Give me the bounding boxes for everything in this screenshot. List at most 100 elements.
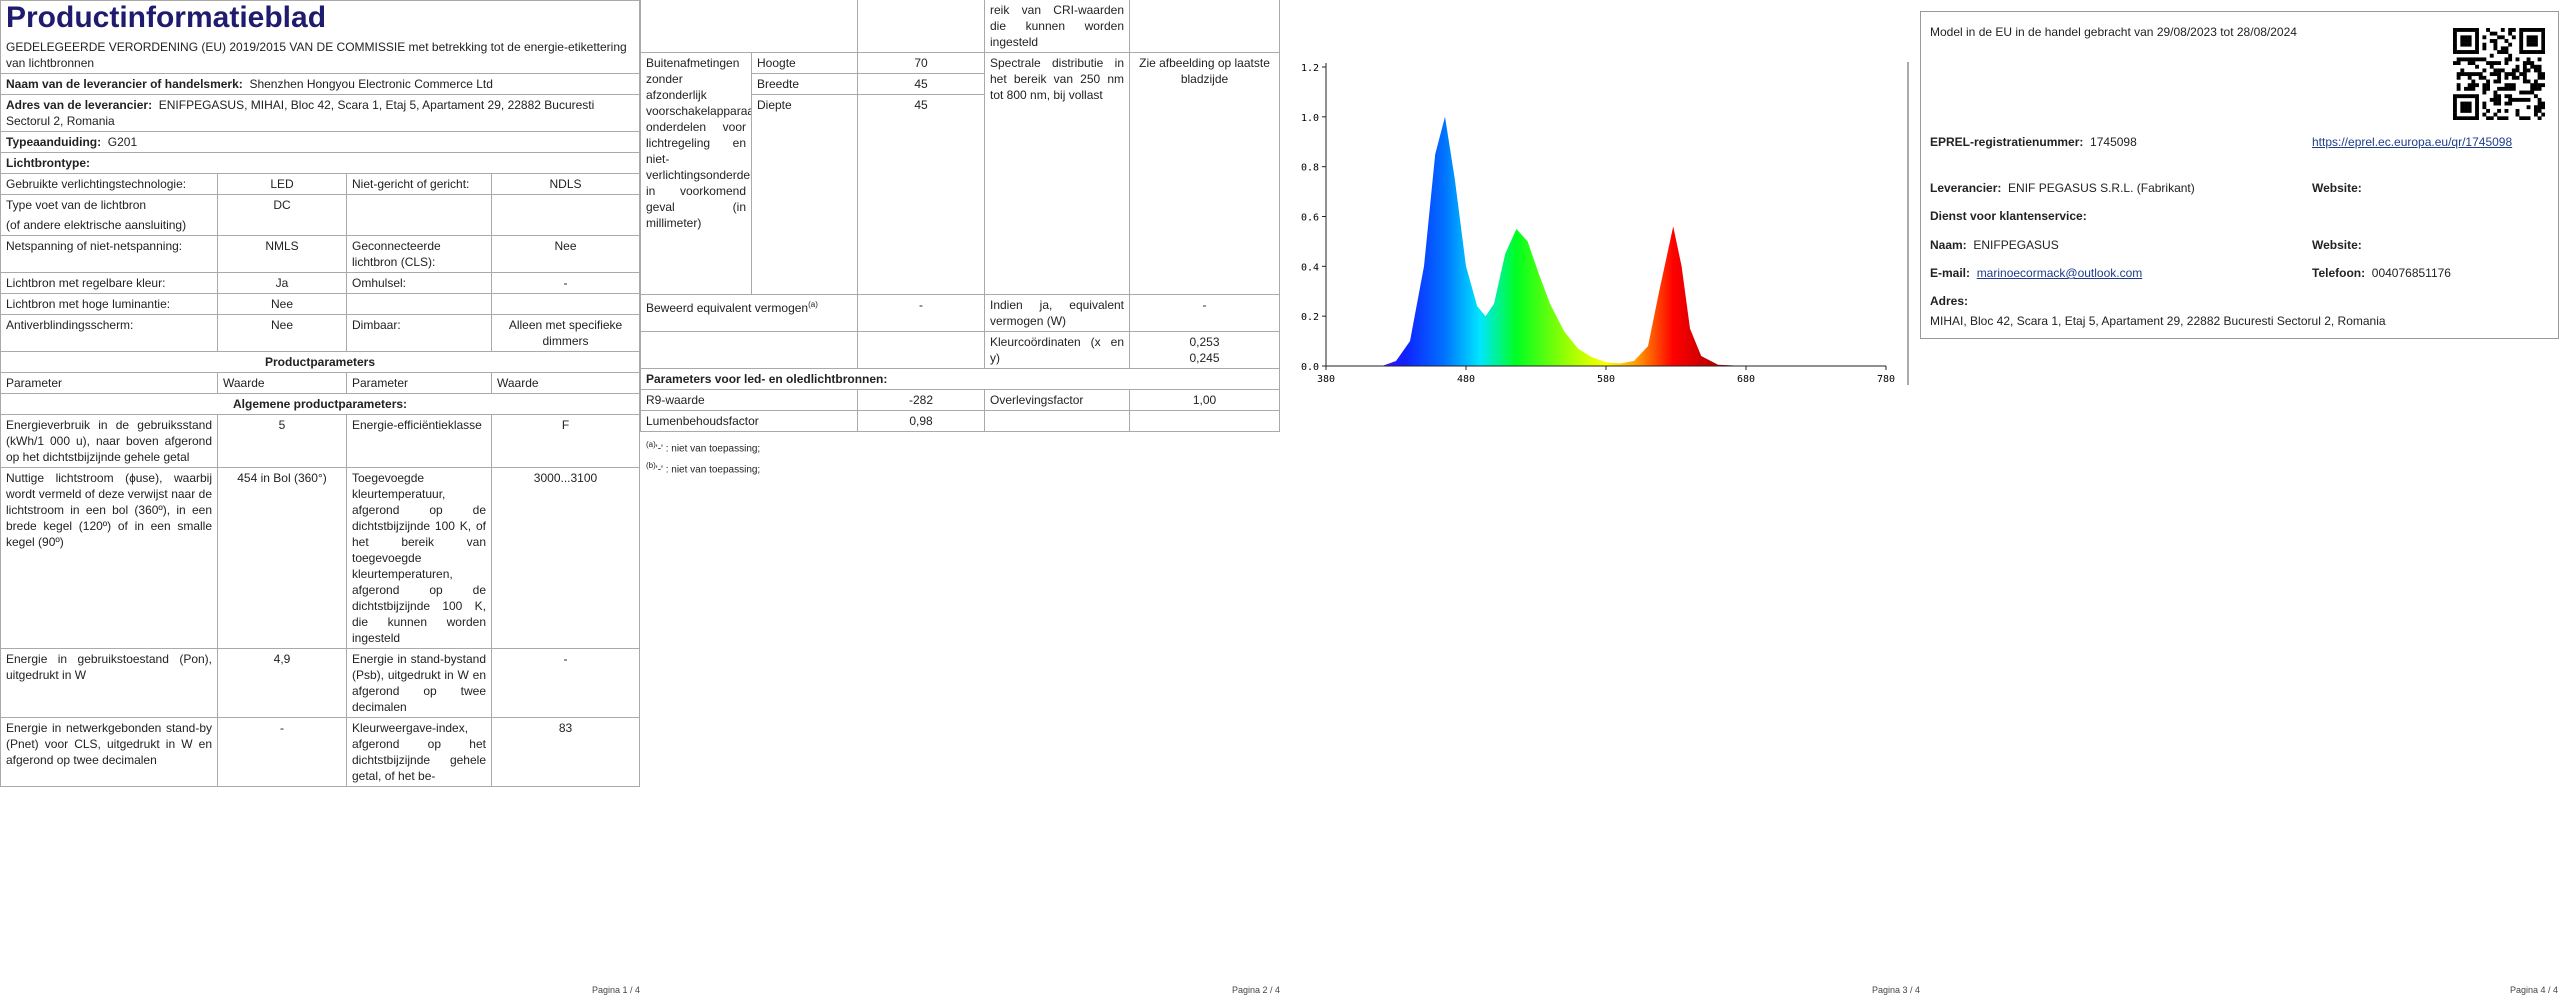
qr-module — [2519, 39, 2524, 43]
table-cell — [490, 293, 640, 315]
qr-module — [2493, 94, 2498, 99]
qr-code — [2453, 28, 2545, 120]
eprel-link[interactable]: https://eprel.ec.europa.eu/qr/1745098 — [2312, 135, 2513, 149]
qr-module — [2482, 57, 2487, 62]
qr-module — [2537, 75, 2542, 80]
text: Naam: — [1930, 238, 1967, 252]
page-footer: Pagina 1 / 4 — [591, 985, 640, 995]
qr-module — [2467, 105, 2472, 110]
block: Parameter Waarde Parameter Waarde — [0, 372, 640, 394]
block: Productinformatieblad GEDELEGEERDE VERORD… — [0, 0, 640, 74]
y-tick-label: 0.0 — [1301, 362, 1319, 373]
qr-module — [2497, 79, 2502, 84]
qr-module — [2453, 108, 2457, 113]
table-cell: NDLS — [490, 173, 640, 195]
qr-module — [2511, 83, 2516, 88]
qr-module — [2519, 116, 2524, 120]
email-link[interactable]: marinoecormack@outlook.com — [1976, 266, 2143, 280]
qr-module — [2508, 31, 2513, 36]
y-tick-label: 0.4 — [1301, 262, 1319, 273]
table-cell: Gebruikte verlichtingstechnologie: — [0, 173, 218, 195]
qr-module — [2453, 31, 2457, 36]
qr-module — [2453, 39, 2457, 43]
qr-module — [2493, 42, 2498, 47]
qr-module — [2489, 31, 2494, 36]
table-cell: Naam van de leverancier of handelsmerk: … — [0, 73, 640, 95]
qr-module — [2464, 86, 2468, 91]
table-cell: Lichtbrontype: — [0, 152, 640, 174]
y-tick-label: 0.6 — [1301, 213, 1319, 224]
qr-module — [2537, 83, 2542, 88]
table-cell: Diepte — [751, 94, 858, 295]
qr-module — [2541, 42, 2545, 47]
qr-module — [2453, 105, 2457, 110]
text: Website: — [2312, 181, 2362, 195]
qr-module — [2541, 35, 2545, 40]
qr-module — [2489, 72, 2494, 77]
table-cell: Nee — [217, 293, 347, 315]
table-cell: Productparameters — [0, 351, 640, 373]
qr-module — [2467, 50, 2472, 54]
text: GEDELEGEERDE VERORDENING (EU) 2019/2015 … — [6, 40, 627, 70]
qr-module — [2541, 39, 2545, 43]
qr-module — [2493, 97, 2498, 102]
qr-module — [2533, 39, 2538, 43]
table-cell: Alleen met specifieke dimmers — [490, 314, 640, 352]
table-cell: Energie in netwerkgebonden stand-by (Pne… — [0, 717, 218, 787]
qr-module — [2526, 28, 2531, 32]
qr-module — [2519, 35, 2524, 40]
qr-module — [2519, 97, 2524, 102]
qr-module — [2508, 42, 2513, 47]
table-cell: Buitenafmetingen zonder afzonderlijk voo… — [640, 52, 752, 295]
spectrum-area — [1382, 116, 1746, 366]
table-cell: Lichtbron met regelbare kleur: — [0, 272, 218, 294]
table-cell: - — [490, 648, 640, 718]
table-cell: Dimbaar: — [346, 314, 492, 352]
qr-module — [2511, 86, 2516, 91]
table-cell: Kleurcoördinaten (x en y) — [984, 331, 1130, 369]
page-3: 0.0 0.2 0.4 0.6 0.8 1.0 1.2 380 480 580 680 780 Pag… — [1280, 0, 1920, 1001]
table-cell: Lumenbehoudsfactor — [640, 410, 858, 432]
qr-module — [2489, 97, 2494, 102]
x-tick-label: 480 — [1457, 374, 1475, 385]
table-cell — [640, 331, 858, 369]
table-cell: 83 — [490, 717, 640, 787]
qr-module — [2467, 94, 2472, 99]
qr-module — [2519, 90, 2524, 95]
qr-module — [2541, 50, 2545, 54]
qr-module — [2515, 112, 2520, 117]
qr-module — [2464, 72, 2468, 77]
qr-module — [2541, 105, 2545, 110]
table-cell — [346, 293, 492, 315]
qr-module — [2453, 46, 2457, 51]
qr-module — [2530, 90, 2535, 95]
qr-module — [2486, 79, 2490, 84]
text: 0,253 — [1189, 335, 1220, 349]
table-cell — [857, 331, 985, 369]
qr-module — [2515, 57, 2520, 62]
qr-module — [2504, 108, 2509, 113]
qr-module — [2504, 75, 2509, 80]
qr-module — [2482, 90, 2487, 95]
table-cell: 454 in Bol (360°) — [217, 467, 347, 649]
qr-module — [2467, 57, 2472, 62]
block: Kleurcoördinaten (x en y) 0,253 0,245 — [640, 331, 1280, 369]
qr-module — [2500, 50, 2505, 54]
qr-module — [2515, 75, 2520, 80]
text: ENIF PEGASUS S.R.L. (Fabrikant) — [2008, 181, 2195, 195]
block: reik van CRI-waarden die kunnen worden i… — [640, 0, 1280, 432]
table-cell: DC — [217, 194, 347, 215]
qr-module — [2541, 28, 2545, 32]
qr-module — [2471, 83, 2476, 88]
table-cell — [640, 0, 858, 53]
qr-module — [2541, 46, 2545, 51]
table-cell: Ja — [217, 272, 347, 294]
qr-module — [2533, 83, 2538, 88]
table-cell: -282 — [857, 389, 985, 411]
qr-module — [2537, 64, 2542, 69]
block: (a)'-' : niet van toepassing; — [646, 436, 1274, 457]
qr-module — [2464, 57, 2468, 62]
qr-module — [2530, 35, 2535, 40]
qr-module — [2467, 101, 2472, 106]
qr-module — [2471, 57, 2476, 62]
